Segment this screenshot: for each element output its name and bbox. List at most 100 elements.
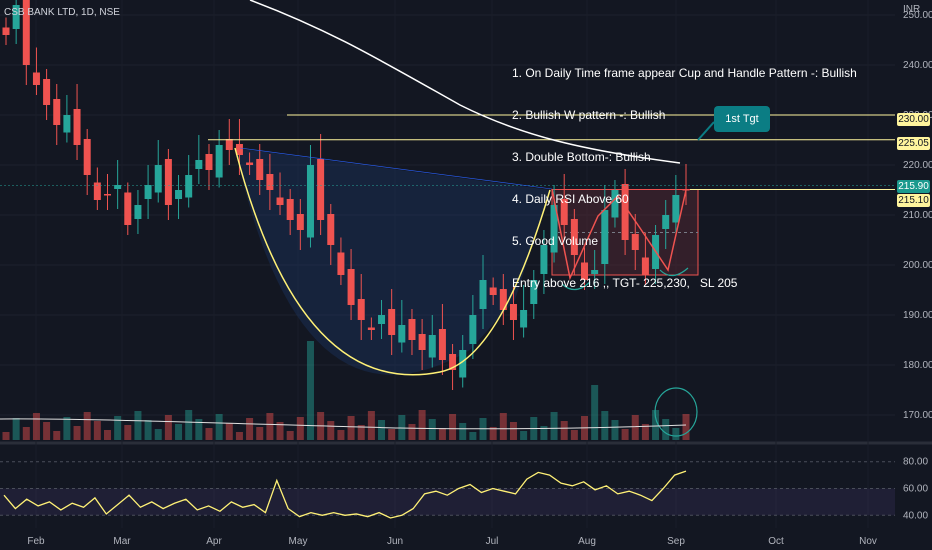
candle — [144, 185, 152, 199]
candle — [286, 199, 294, 220]
volume-bar — [438, 428, 446, 440]
volume-bar — [469, 432, 477, 440]
volume-bar — [499, 413, 507, 440]
candle — [479, 280, 487, 309]
candle — [256, 159, 264, 180]
candle — [581, 262, 589, 280]
price-tag-last: 215.90 — [897, 180, 930, 193]
candle — [662, 215, 670, 229]
volume-bar — [520, 431, 528, 440]
candle — [246, 162, 254, 165]
volume-bar — [388, 429, 396, 440]
candle — [469, 315, 477, 344]
volume-bar — [53, 431, 61, 440]
candle — [134, 205, 142, 219]
volume-bar — [327, 421, 335, 440]
volume-bar — [164, 415, 172, 440]
volume-bar — [93, 421, 101, 440]
volume-ma-line — [0, 418, 687, 430]
volume-bar — [205, 428, 213, 440]
volume-bar — [621, 429, 629, 440]
volume-bar — [591, 385, 599, 440]
volume-bar — [652, 410, 660, 440]
volume-bar — [256, 427, 264, 440]
volume-bar — [43, 422, 51, 440]
x-tick-label: Nov — [859, 536, 877, 547]
candle — [672, 195, 680, 223]
volume-bar — [296, 417, 304, 440]
volume-bar — [266, 413, 274, 440]
candle — [347, 269, 355, 305]
candle — [124, 192, 132, 225]
candle — [2, 27, 10, 35]
x-tick-label: Mar — [113, 536, 131, 547]
candle — [225, 139, 233, 150]
y-tick-label: 220.00 — [903, 160, 932, 171]
candle — [388, 309, 396, 335]
candle — [367, 327, 375, 330]
candle — [195, 160, 203, 169]
volume-bar — [12, 418, 20, 440]
moving-average-line — [249, 0, 681, 164]
cup-area — [235, 148, 550, 375]
x-tick-label: Oct — [768, 536, 784, 547]
candle — [317, 159, 325, 220]
volume-bar — [459, 423, 467, 440]
volume-bar — [185, 410, 193, 440]
volume-circle — [654, 387, 698, 437]
candle — [43, 79, 51, 105]
candle — [83, 139, 91, 175]
volume-bar — [540, 426, 548, 440]
candle — [449, 354, 457, 370]
y-tick-label: 190.00 — [903, 310, 932, 321]
volume-bar — [560, 421, 568, 440]
x-tick-label: Jul — [486, 536, 499, 547]
candle — [641, 257, 649, 275]
volume-bar — [154, 429, 162, 440]
candle — [103, 194, 111, 196]
candle — [357, 299, 365, 320]
callout-pointer — [697, 121, 715, 141]
volume-bar — [103, 430, 111, 440]
volume-bar — [398, 415, 406, 440]
candle — [114, 185, 122, 189]
candle — [337, 252, 345, 275]
x-tick-label: Jun — [387, 536, 403, 547]
volume-bar — [286, 431, 294, 440]
rsi-tick-label: 60.00 — [903, 484, 928, 495]
candle — [601, 210, 609, 264]
candle — [266, 174, 274, 190]
candle — [378, 315, 386, 324]
volume-bar — [611, 420, 619, 440]
candle — [12, 5, 20, 29]
volume-bar — [347, 416, 355, 440]
bottom-arc — [659, 267, 689, 277]
volume-bar — [489, 427, 497, 440]
volume-bar — [306, 341, 314, 440]
candle — [205, 154, 213, 170]
target-callout[interactable]: 1st Tgt — [714, 106, 770, 132]
analysis-notes: 1. On Daily Time frame appear Cup and Ha… — [512, 38, 857, 304]
candle — [215, 145, 223, 178]
candle — [489, 287, 497, 295]
volume-bar — [63, 417, 71, 440]
volume-bar — [175, 424, 183, 440]
candle — [682, 189, 690, 191]
x-tick-label: Sep — [667, 536, 685, 547]
candle — [408, 319, 416, 340]
x-tick-label: Aug — [578, 536, 596, 547]
candle — [611, 190, 619, 218]
volume-bar — [428, 419, 436, 440]
volume-bar — [357, 425, 365, 440]
candle — [164, 159, 172, 205]
candle — [631, 234, 639, 250]
volume-bar — [124, 425, 132, 440]
candle — [32, 72, 40, 85]
volume-bar — [73, 426, 81, 440]
cup-curve — [234, 147, 551, 376]
note-line: 5. Good Volume — [512, 234, 599, 248]
volume-bar — [378, 420, 386, 440]
chart-symbol-title: CSB BANK LTD, 1D, NSE — [4, 7, 120, 18]
candle — [327, 214, 335, 245]
